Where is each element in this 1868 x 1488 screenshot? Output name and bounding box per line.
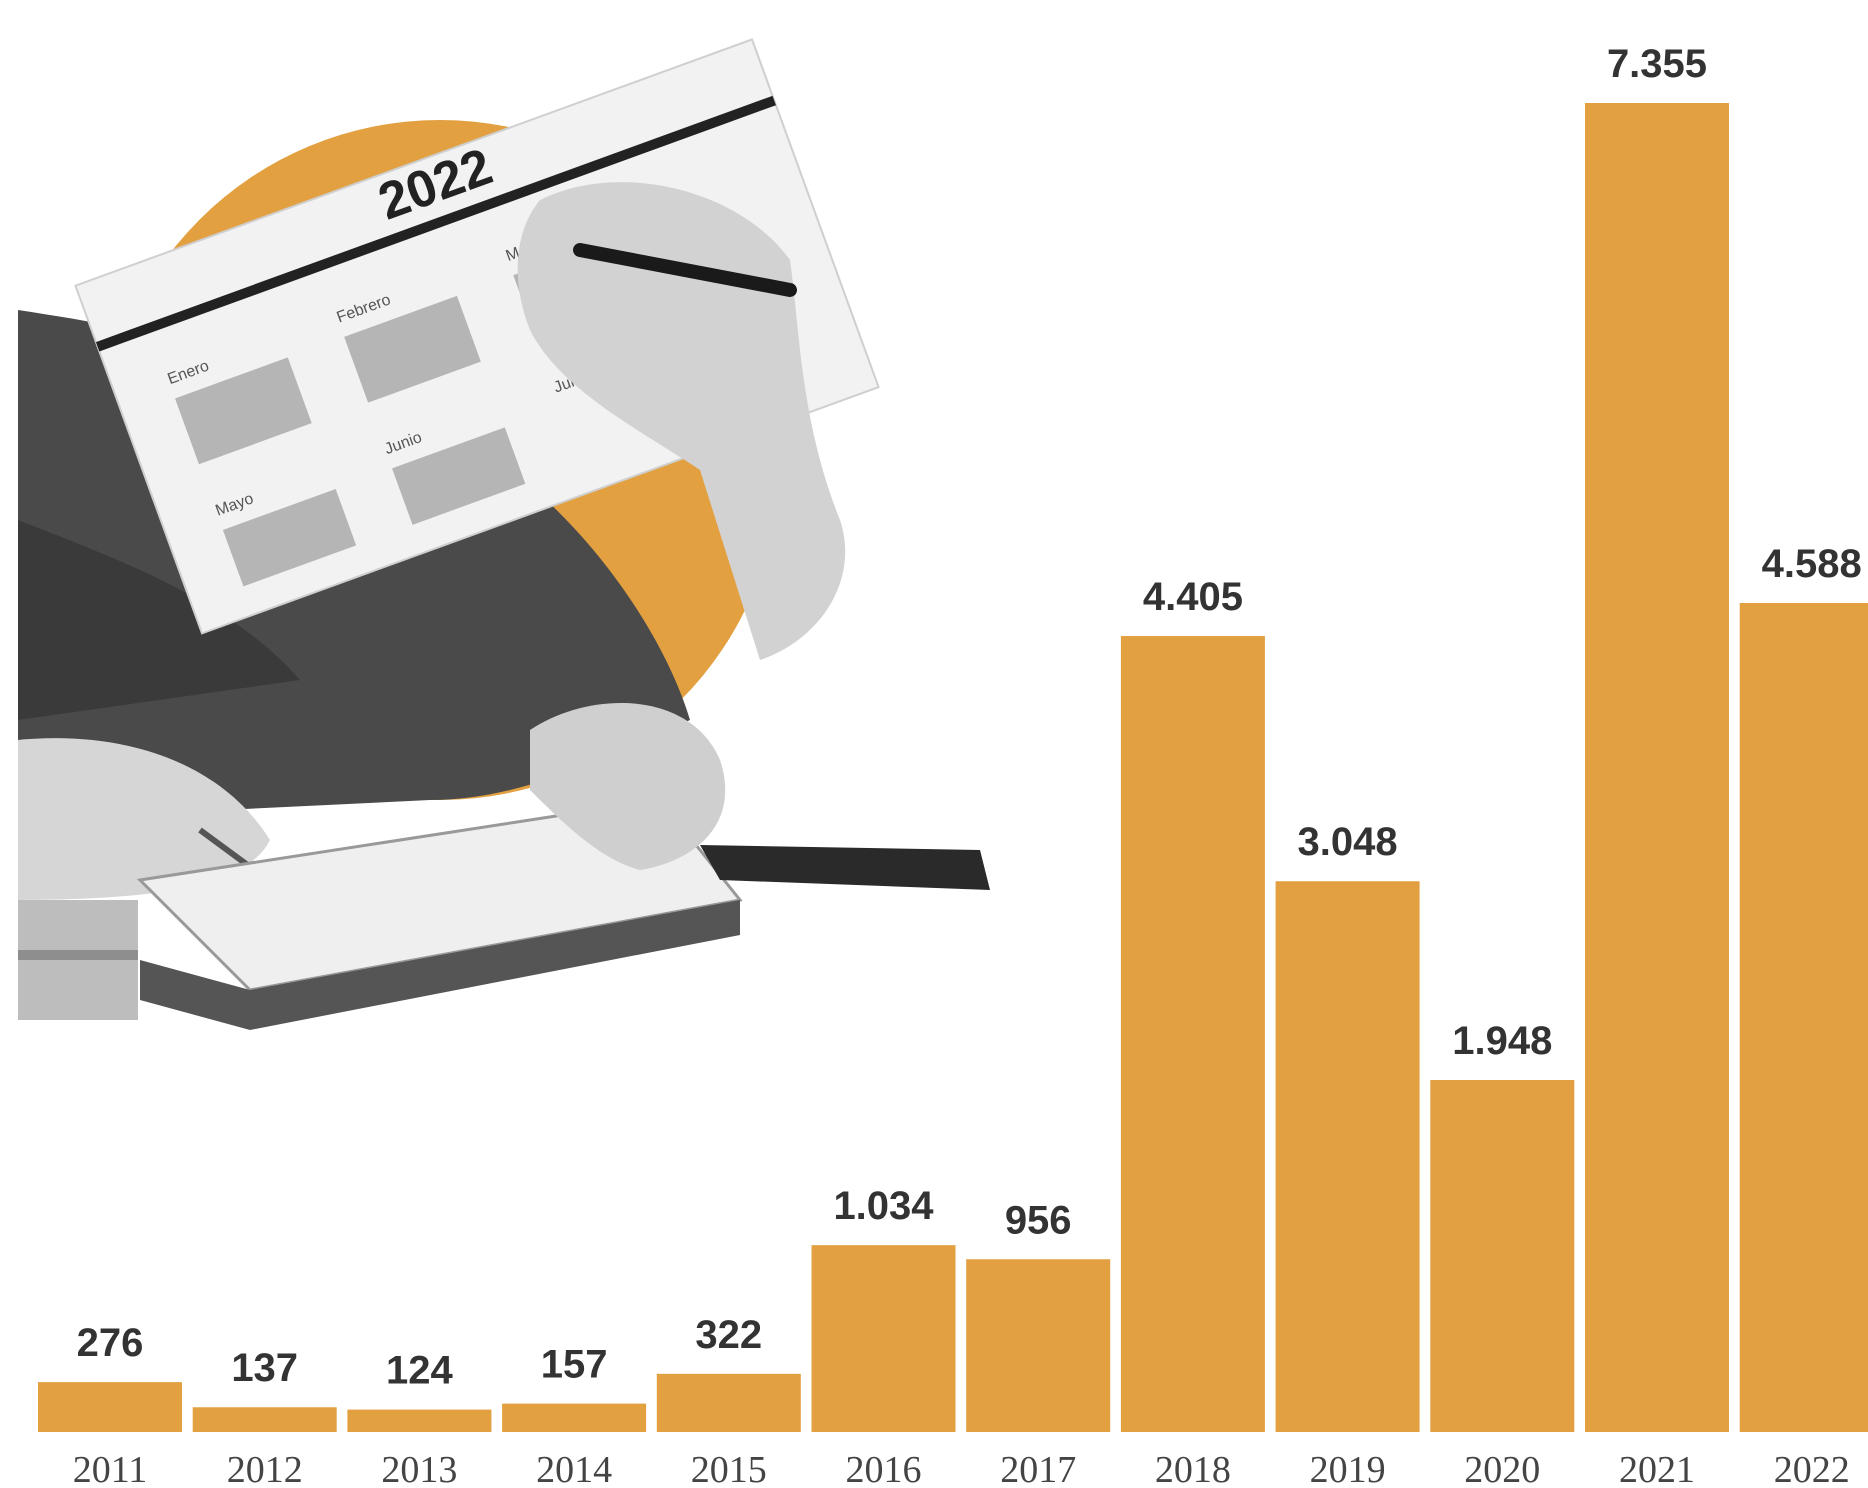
x-tick-label-2014: 2014: [536, 1449, 612, 1488]
value-label-2021: 7.355: [1607, 42, 1707, 86]
bar-2018: [1120, 636, 1265, 1432]
value-label-2011: 276: [77, 1321, 144, 1365]
right-hand: [530, 702, 726, 870]
value-label-2015: 322: [695, 1313, 762, 1357]
bar-2019: [1275, 881, 1420, 1432]
left-hand: [18, 738, 270, 900]
notebook-cover: [140, 900, 740, 1030]
value-label-2012: 137: [231, 1346, 298, 1390]
x-tick-label-2012: 2012: [227, 1449, 303, 1488]
hand-with-pen: [517, 182, 846, 660]
x-tick-label-2016: 2016: [846, 1449, 922, 1488]
bar-2020: [1430, 1080, 1575, 1432]
x-tick-label-2020: 2020: [1464, 1449, 1540, 1488]
value-label-2013: 124: [386, 1349, 453, 1393]
x-tick-label-2022: 2022: [1774, 1449, 1850, 1488]
value-label-2022: 4.588: [1762, 542, 1862, 586]
value-label-2018: 4.405: [1143, 575, 1243, 619]
bar-2011: [38, 1382, 182, 1432]
x-tick-label-2013: 2013: [381, 1449, 457, 1488]
bar-2014: [502, 1403, 647, 1432]
bar-2016: [811, 1245, 956, 1432]
x-tick-label-2015: 2015: [691, 1449, 767, 1488]
calendar-illustration: 2022 Enero Febrero Marzo Mayo Junio Juli…: [18, 38, 990, 1030]
book-edge: [18, 950, 138, 960]
x-tick-label-2017: 2017: [1000, 1449, 1076, 1488]
pen-icon: [573, 243, 797, 297]
bar-2012: [192, 1407, 337, 1432]
x-tick-label-2019: 2019: [1310, 1449, 1386, 1488]
bar-2015: [656, 1373, 801, 1432]
bar-2017: [966, 1259, 1111, 1432]
value-label-2019: 3.048: [1298, 820, 1398, 864]
phone: [700, 845, 990, 890]
bar-2013: [347, 1409, 492, 1432]
value-label-2014: 157: [541, 1343, 608, 1387]
x-tick-label-2021: 2021: [1619, 1449, 1695, 1488]
bar-2021: [1585, 103, 1729, 1432]
calendar-card: 2022 Enero Febrero Marzo Mayo Junio Juli…: [74, 38, 880, 635]
bar-2022: [1739, 602, 1868, 1432]
arm-shadow: [18, 520, 300, 720]
value-label-2017: 956: [1005, 1198, 1072, 1242]
value-label-2016: 1.034: [833, 1184, 934, 1228]
value-label-2020: 1.948: [1452, 1019, 1552, 1063]
x-tick-label-2011: 2011: [73, 1449, 148, 1488]
x-tick-label-2018: 2018: [1155, 1449, 1231, 1488]
